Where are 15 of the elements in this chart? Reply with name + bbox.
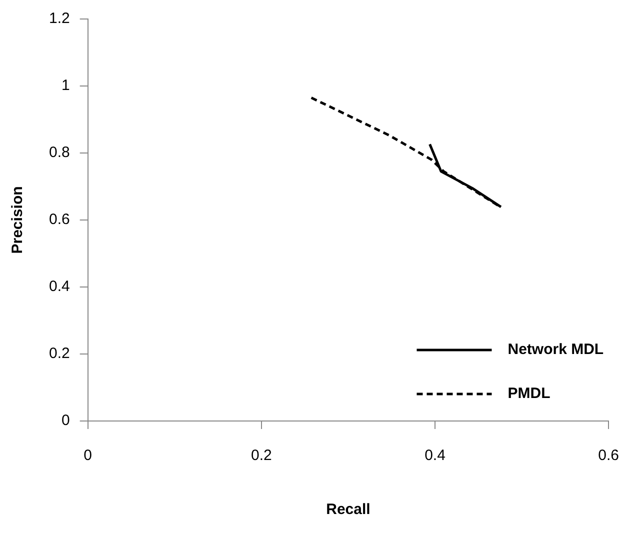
x-axis-title: Recall xyxy=(326,501,370,518)
x-tick-label: 0.2 xyxy=(250,447,272,464)
y-tick-label: 0.6 xyxy=(48,211,70,228)
y-tick-label: 1.2 xyxy=(48,10,70,28)
y-tick-label: 0.4 xyxy=(48,278,70,296)
legend-label: Network MDL xyxy=(508,341,604,358)
y-axis-title: Precision xyxy=(9,186,26,254)
y-tick-label: 0.8 xyxy=(48,144,70,162)
x-tick-label: 0.6 xyxy=(598,447,620,464)
x-tick-label: 0.4 xyxy=(424,447,446,464)
y-tick-label: 0.2 xyxy=(48,345,70,362)
y-tick-label: 1 xyxy=(62,77,70,94)
y-tick-label: 0 xyxy=(62,412,70,430)
x-tick-label: 0 xyxy=(84,447,92,464)
legend-label: PMDL xyxy=(508,385,550,402)
